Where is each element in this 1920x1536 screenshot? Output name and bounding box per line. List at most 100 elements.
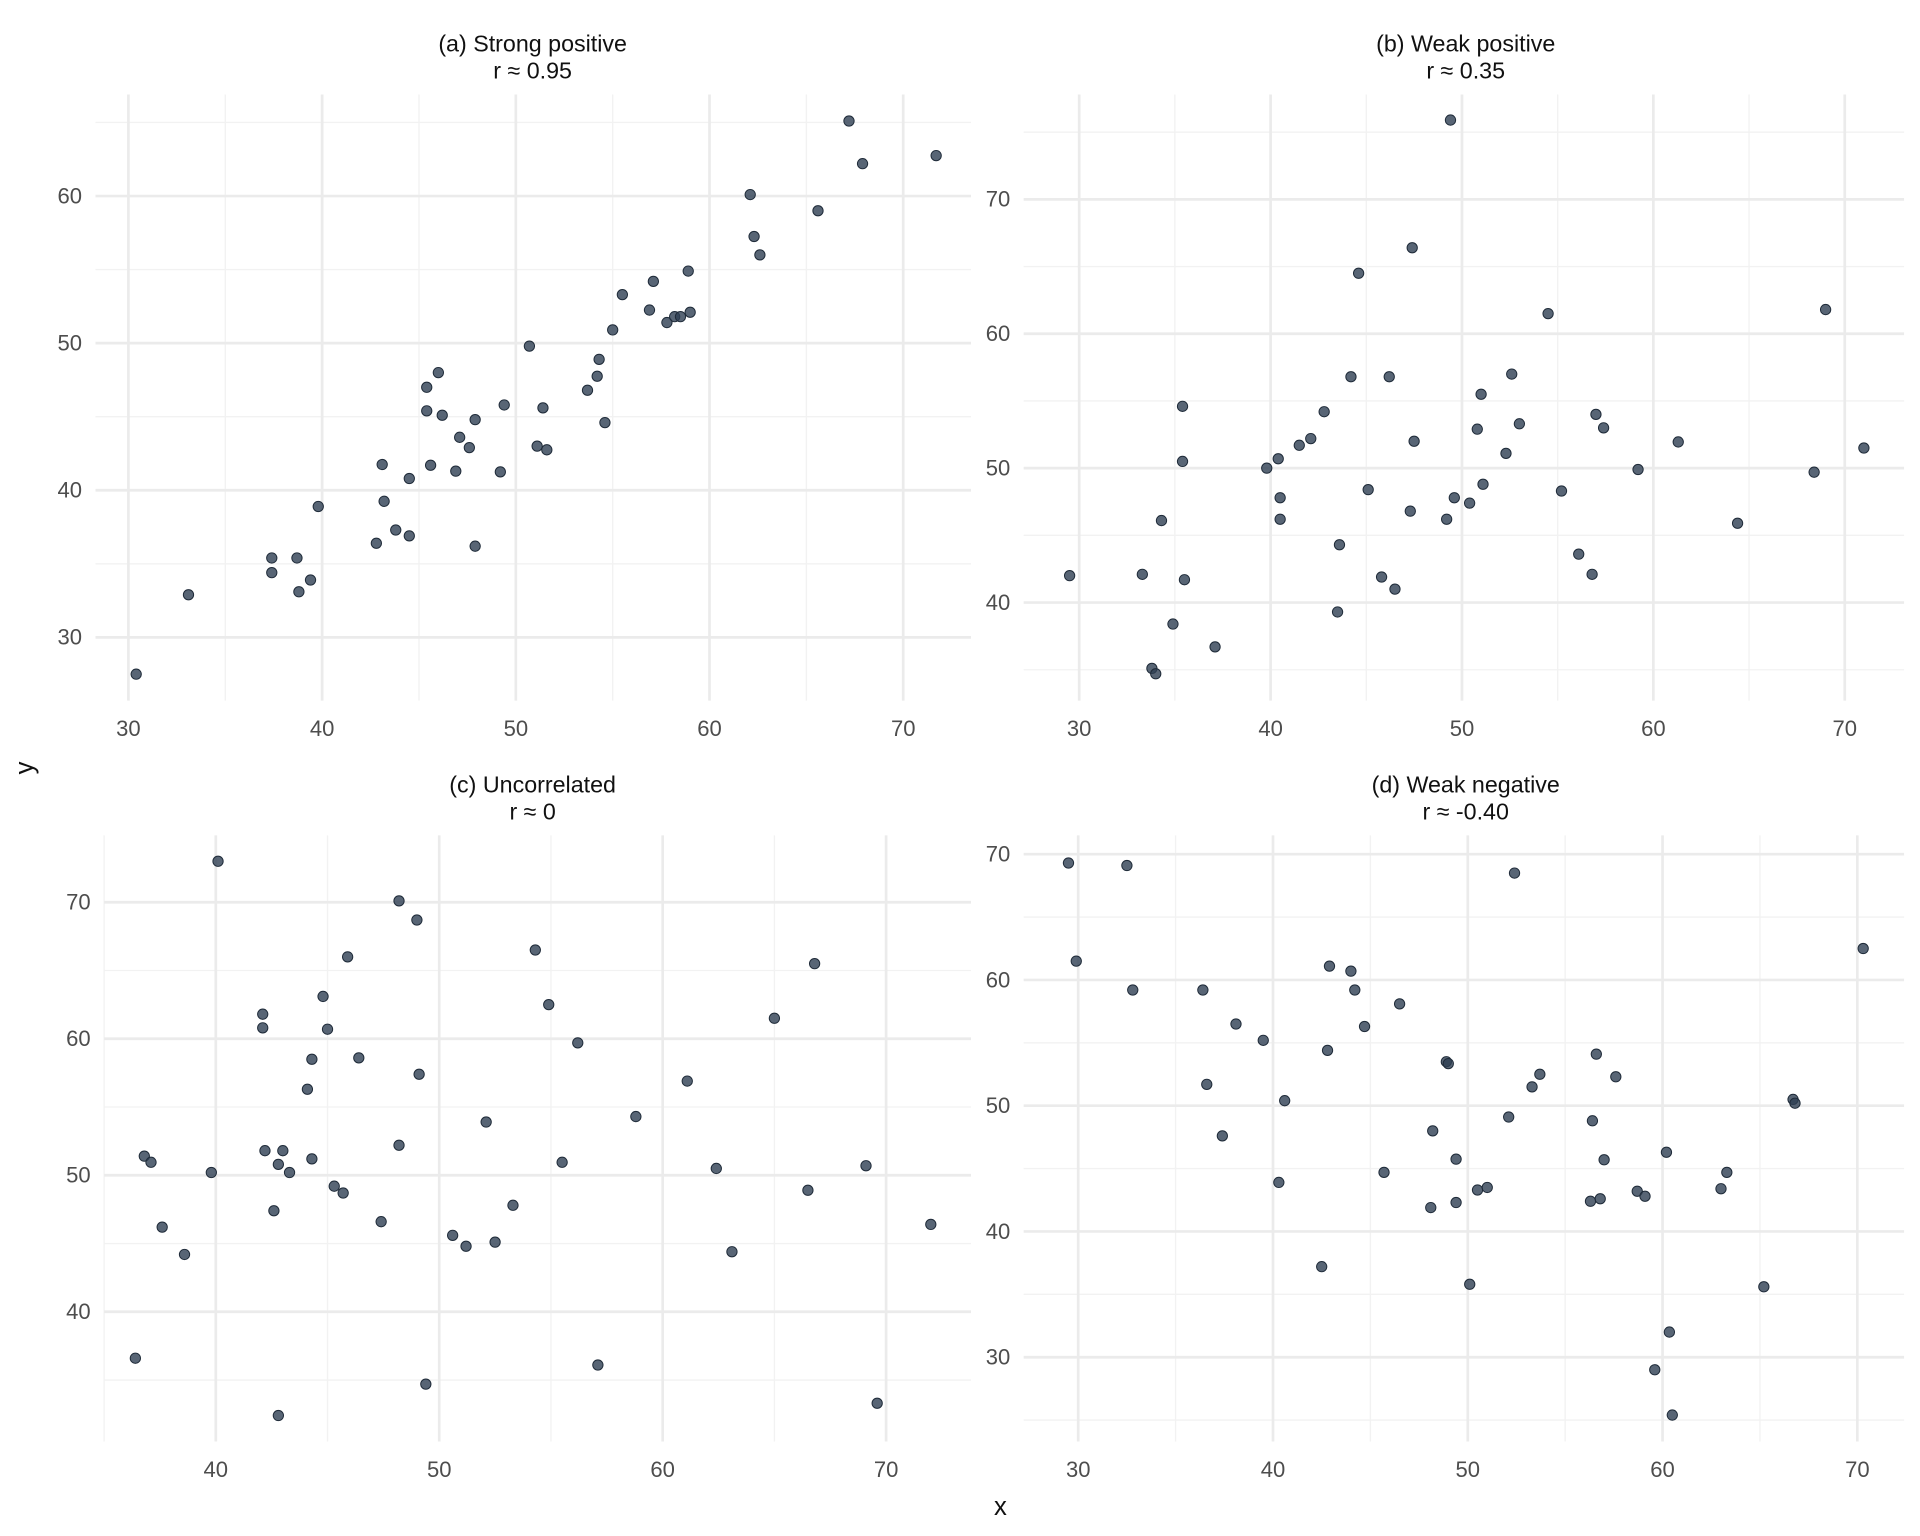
data-point [1201,1078,1213,1090]
y-tick-label: 40 [986,1219,1011,1244]
data-point [291,552,303,564]
data-point [454,431,466,443]
data-point [1450,1153,1462,1165]
data-point [1352,267,1365,279]
data-point [599,416,611,429]
data-point [1261,462,1273,474]
data-point [531,440,543,452]
data-point [375,1216,387,1228]
data-point [403,472,415,485]
y-tick-label: 70 [986,842,1011,867]
data-point [1542,307,1554,320]
data-point [212,855,224,867]
data-point [304,574,317,586]
data-point [1441,513,1453,525]
data-point [469,540,481,552]
data-point [1316,1261,1328,1273]
data-point [1471,423,1483,435]
data-point [1197,984,1209,996]
data-point [463,441,475,454]
data-point [593,353,605,365]
data-point [321,1023,334,1035]
data-point [748,230,760,243]
x-tick-label: 40 [204,1457,229,1482]
data-point [581,384,594,396]
data-point [930,149,942,162]
y-tick-label: 70 [66,890,91,915]
data-point [1758,1281,1770,1293]
x-tick-label: 40 [310,716,335,741]
data-point [1273,1176,1285,1189]
data-point [1597,422,1610,434]
data-point [1274,513,1286,525]
x-tick-label: 40 [1261,1457,1286,1482]
data-point [1404,505,1416,517]
x-tick-label: 50 [427,1457,452,1482]
data-point [1063,570,1076,582]
data-point [1345,371,1357,383]
data-point [1663,1326,1676,1338]
data-point [259,1145,271,1157]
y-tick-label: 60 [58,183,83,208]
data-point [370,537,383,549]
data-point [1715,1183,1727,1195]
y-tick-label: 60 [66,1026,91,1051]
x-tick-label: 70 [874,1457,899,1482]
data-point [480,1116,492,1128]
data-point [1216,1130,1228,1142]
data-point [182,589,195,601]
data-point [1345,965,1357,977]
data-point [1584,1195,1597,1207]
data-point [1808,466,1820,478]
data-point [592,1359,604,1371]
data-point [460,1240,472,1252]
data-point [1819,303,1832,316]
y-tick-label: 30 [986,1345,1011,1370]
data-point [572,1037,584,1049]
data-point [1464,1278,1476,1290]
y-tick-label: 50 [58,331,83,356]
data-point [1062,857,1075,869]
data-point [1274,492,1286,504]
data-point [1590,408,1602,421]
data-point [341,951,354,963]
data-point [1660,1146,1673,1158]
data-point [1333,539,1346,551]
data-point [494,466,506,478]
data-point [1632,463,1644,476]
x-tick-label: 50 [1456,1457,1481,1482]
y-tick-label: 60 [986,967,1011,992]
data-point [1230,1018,1242,1030]
data-point [1358,1020,1371,1033]
data-point [1272,453,1284,465]
data-point [293,586,305,598]
x-tick-label: 30 [1067,716,1092,741]
panel-subtitle: r ≈ -0.40 [1423,798,1509,824]
data-point [272,1158,284,1170]
data-point [436,409,448,421]
x-tick-label: 70 [891,716,916,741]
data-point [871,1397,883,1409]
data-point [1408,435,1420,447]
data-point [710,1162,722,1175]
data-point [205,1166,217,1179]
y-tick-label: 70 [986,187,1011,212]
y-tick-label: 50 [986,455,1011,480]
x-tick-label: 60 [1641,716,1666,741]
data-point [283,1166,296,1179]
data-point [1178,574,1191,586]
data-point [1672,436,1684,448]
data-point [1321,1044,1334,1057]
data-point [337,1187,349,1199]
data-point [306,1053,318,1065]
data-point [684,306,696,318]
data-point [1070,955,1082,967]
data-point [543,998,555,1011]
data-point [541,444,553,456]
data-point [808,958,821,970]
data-point [1555,485,1568,497]
x-tick-label: 70 [1845,1457,1870,1482]
